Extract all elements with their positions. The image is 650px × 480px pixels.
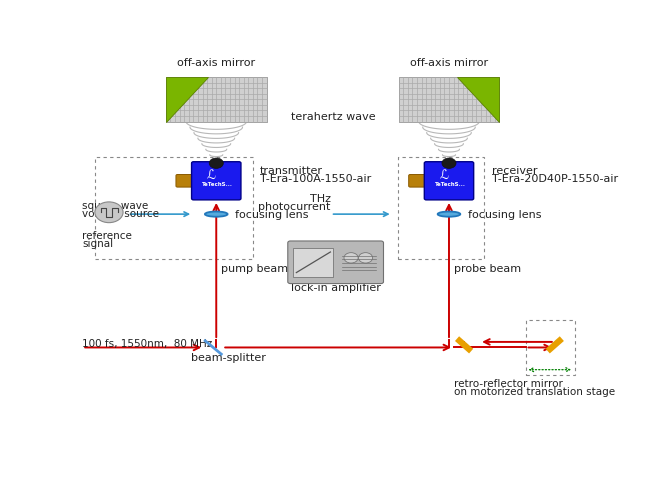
Text: TeTechS...: TeTechS... (202, 182, 233, 187)
Text: transmitter: transmitter (260, 165, 323, 175)
Circle shape (344, 253, 358, 264)
Text: T-Era-20D40P-1550-air: T-Era-20D40P-1550-air (492, 174, 618, 184)
Text: square wave: square wave (83, 201, 148, 210)
Text: off-axis mirror: off-axis mirror (177, 58, 255, 68)
Text: receiver: receiver (492, 165, 538, 175)
Circle shape (442, 159, 456, 169)
Text: reference: reference (83, 231, 132, 241)
Ellipse shape (437, 212, 460, 217)
Text: retro-reflector mirror: retro-reflector mirror (454, 379, 563, 389)
Text: on motorized translation stage: on motorized translation stage (454, 386, 615, 396)
Polygon shape (457, 78, 499, 122)
FancyBboxPatch shape (409, 175, 428, 188)
Text: ℒ: ℒ (207, 168, 216, 181)
Text: ℒ: ℒ (439, 168, 448, 181)
Bar (166, 78, 266, 122)
Circle shape (95, 203, 123, 223)
FancyBboxPatch shape (424, 162, 474, 201)
Text: voltage source: voltage source (83, 209, 159, 218)
Ellipse shape (205, 212, 228, 217)
Bar (398, 78, 499, 122)
Circle shape (209, 159, 224, 169)
Text: photocurrent: photocurrent (258, 202, 331, 212)
Text: signal: signal (83, 239, 113, 249)
Circle shape (359, 253, 372, 264)
Text: focusing lens: focusing lens (468, 209, 541, 219)
FancyBboxPatch shape (288, 241, 384, 284)
Text: terahertz wave: terahertz wave (291, 112, 376, 122)
Text: T-Era-100A-1550-air: T-Era-100A-1550-air (260, 174, 371, 184)
Text: lock-in amplifier: lock-in amplifier (291, 283, 381, 292)
Polygon shape (166, 78, 208, 122)
Text: probe beam: probe beam (454, 264, 521, 273)
Text: 100 fs, 1550nm,  80 MHz: 100 fs, 1550nm, 80 MHz (83, 338, 213, 348)
Text: TeTechS...: TeTechS... (434, 182, 465, 187)
FancyBboxPatch shape (176, 175, 195, 188)
Text: THz: THz (309, 194, 331, 204)
FancyBboxPatch shape (293, 248, 333, 277)
Text: off-axis mirror: off-axis mirror (410, 58, 488, 68)
Text: focusing lens: focusing lens (235, 209, 308, 219)
FancyBboxPatch shape (192, 162, 241, 201)
Text: beam-splitter: beam-splitter (191, 353, 266, 363)
Text: pump beam: pump beam (221, 264, 289, 273)
